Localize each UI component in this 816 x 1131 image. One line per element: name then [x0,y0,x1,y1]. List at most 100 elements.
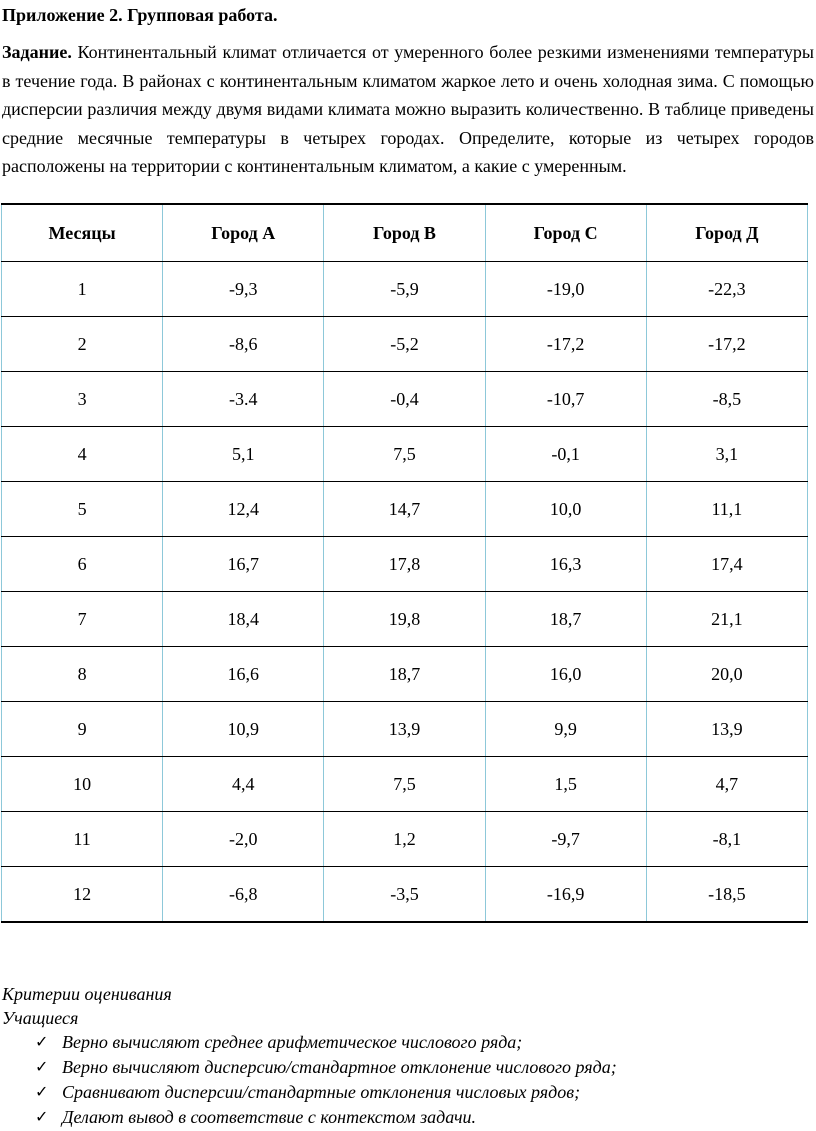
page-title: Приложение 2. Групповая работа. [2,5,278,25]
month-cell: 2 [0,316,164,372]
criteria-item-text: Верно вычисляют дисперсию/стандартное от… [62,1057,617,1077]
temperature-cell: 16,3 [484,536,647,592]
temperature-cell: 11,1 [645,481,809,537]
criteria-subtitle: Учащиеся [2,1008,79,1028]
temperature-cell: -9,7 [484,811,647,867]
temperature-cell: 1,5 [484,756,647,812]
table-body: 1 -9,3 -5,9 -19,0 -22,3 2 -8,6 -5,2 -17,2 -17,2 3-… [0,261,809,923]
temperature-cell: 14,7 [323,481,486,537]
month-cell: 12 [0,866,164,923]
table-header-row: Месяцы Город А Город В Город С Город Д [0,203,809,262]
temperature-cell: 5,1 [162,426,325,482]
temperature-cell: 18,7 [323,646,486,702]
temperature-cell: -3.4 [162,371,325,427]
temperature-cell: -17,2 [484,316,647,372]
table-row: 1 -9,3 -5,9 -19,0 -22,3 [0,261,809,317]
temperature-cell: -2,0 [162,811,325,867]
month-cell: 11 [0,811,164,867]
temperature-cell: 1,2 [323,811,486,867]
temperature-cell: -8,6 [162,316,325,372]
criteria-title: Критерии оценивания [2,984,172,1004]
temperature-cell: -17,2 [645,316,809,372]
table-row: 4 5,1 7,5 -0,1 3,1 [0,426,809,482]
temperature-cell: 3,1 [645,426,809,482]
temperature-cell: -9,3 [162,261,325,317]
table-row: 11 -2,0 1,2 -9,7 -8,1 [0,811,809,867]
temperature-cell: 7,5 [323,426,486,482]
table-row: 12 -6,8 -3,5 -16,9 -18,5 [0,866,809,923]
check-icon: ✓ [35,1057,49,1076]
criteria-item: ✓ Делают вывод в соответствие с контексто… [2,1106,802,1131]
header-city-d: Город Д [645,203,809,262]
temperature-cell: 18,4 [162,591,325,647]
temperature-cell: 10,0 [484,481,647,537]
header-city-a: Город А [162,203,325,262]
temperature-cell: 7,5 [323,756,486,812]
table-row: 5 12,4 14,7 10,0 11,1 [0,481,809,537]
criteria-list: ✓ Верно вычисляют среднее арифметическое … [2,1031,802,1131]
table-row: 8 16,6 18,7 16,0 20,0 [0,646,809,702]
temperature-cell: 4,4 [162,756,325,812]
header-months: Месяцы [0,203,164,262]
criteria-item: ✓ Верно вычисляют дисперсию/стандартное о… [2,1056,802,1081]
temperature-cell: 13,9 [323,701,486,757]
task-text: Континентальный климат отличается от уме… [2,42,814,177]
temperature-cell: 18,7 [484,591,647,647]
month-cell: 9 [0,701,164,757]
month-cell: 1 [0,261,164,317]
temperature-cell: -16,9 [484,866,647,923]
month-cell: 6 [0,536,164,592]
criteria-item-text: Делают вывод в соответствие с контекстом… [62,1107,477,1127]
table-row: 6 16,7 17,8 16,3 17,4 [0,536,809,592]
table-row: 7 18,4 19,8 18,7 21,1 [0,591,809,647]
table-row: 3 -3.4 -0,4 -10,7 -8,5 [0,371,809,427]
temperature-cell: -19,0 [484,261,647,317]
temperature-cell: 17,4 [645,536,809,592]
temperature-cell: -18,5 [645,866,809,923]
temperature-cell: -22,3 [645,261,809,317]
temperature-cell: 17,8 [323,536,486,592]
temperature-cell: -10,7 [484,371,647,427]
temperature-cell: 21,1 [645,591,809,647]
check-icon: ✓ [35,1082,49,1101]
month-cell: 8 [0,646,164,702]
header-city-b: Город В [323,203,486,262]
temperature-cell: 16,6 [162,646,325,702]
temperature-cell: -0,4 [323,371,486,427]
temperature-cell: -3,5 [323,866,486,923]
temperature-cell: -8,5 [645,371,809,427]
temperature-table: Месяцы Город А Город В Город С Город Д 1… [0,203,809,923]
criteria-item-text: Верно вычисляют среднее арифметическое ч… [62,1032,523,1052]
temperature-cell: -5,2 [323,316,486,372]
temperature-cell: 4,7 [645,756,809,812]
temperature-cell: -5,9 [323,261,486,317]
check-icon: ✓ [35,1107,49,1126]
table-row: 10 4,4 7,5 1,5 4,7 [0,756,809,812]
temperature-cell: 12,4 [162,481,325,537]
criteria-item: ✓ Верно вычисляют среднее арифметическое … [2,1031,802,1056]
table-row: 9 10,9 13,9 9,9 13,9 [0,701,809,757]
criteria-item: ✓ Сравнивают дисперсии/стандартные отклон… [2,1081,802,1106]
month-cell: 5 [0,481,164,537]
temperature-cell: 13,9 [645,701,809,757]
temperature-cell: 16,7 [162,536,325,592]
temperature-cell: -6,8 [162,866,325,923]
check-icon: ✓ [35,1032,49,1051]
month-cell: 10 [0,756,164,812]
header-city-c: Город С [484,203,647,262]
temperature-cell: 16,0 [484,646,647,702]
criteria-item-text: Сравнивают дисперсии/стандартные отклоне… [62,1082,581,1102]
month-cell: 4 [0,426,164,482]
task-paragraph: Задание. Континентальный климат отличает… [2,38,814,181]
temperature-cell: -8,1 [645,811,809,867]
temperature-cell: -0,1 [484,426,647,482]
criteria-section: Критерии оценивания Учащиеся ✓ Верно вычи… [2,983,802,1131]
temperature-cell: 19,8 [323,591,486,647]
temperature-cell: 10,9 [162,701,325,757]
task-label: Задание. [2,42,72,62]
temperature-cell: 20,0 [645,646,809,702]
month-cell: 7 [0,591,164,647]
month-cell: 3 [0,371,164,427]
temperature-cell: 9,9 [484,701,647,757]
